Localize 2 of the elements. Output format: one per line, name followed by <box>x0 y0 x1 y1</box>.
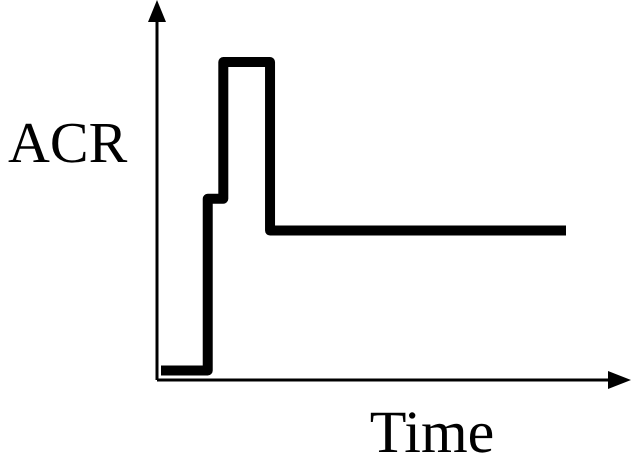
x-axis-title: Time <box>370 399 494 459</box>
y-axis-title: ACR <box>8 110 128 175</box>
